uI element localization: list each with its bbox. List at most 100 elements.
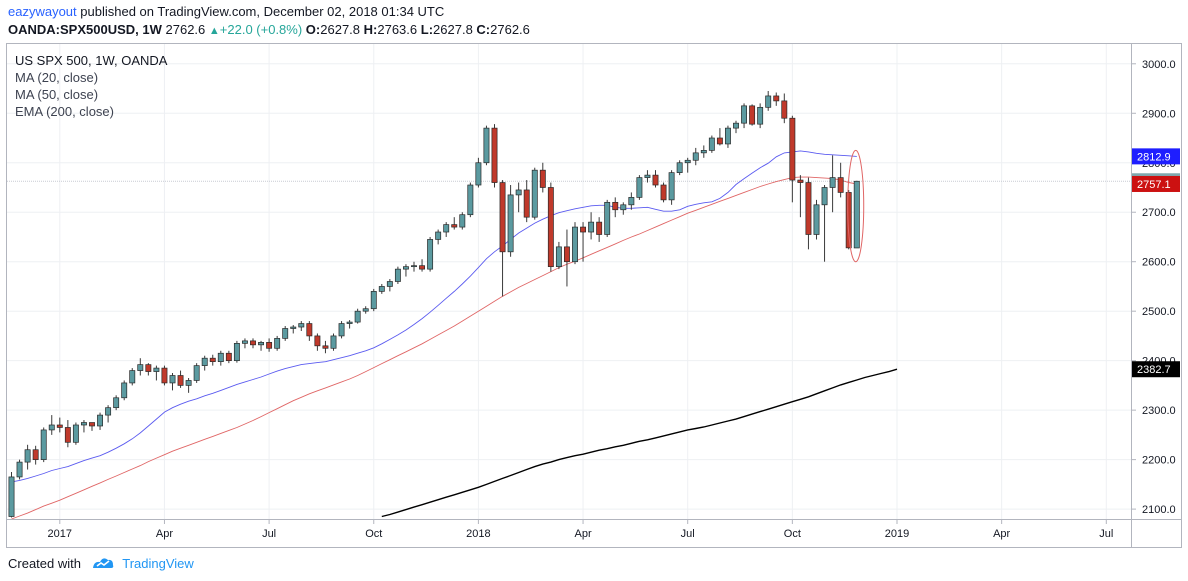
candle[interactable] [797, 175, 804, 218]
candle[interactable] [242, 338, 248, 349]
candle[interactable] [483, 125, 490, 166]
candle[interactable] [290, 325, 297, 334]
candle[interactable] [48, 415, 55, 435]
candle[interactable] [829, 155, 836, 213]
candle[interactable] [322, 340, 329, 354]
candle[interactable] [708, 135, 715, 153]
candle[interactable] [805, 177, 812, 250]
candle[interactable] [306, 321, 313, 341]
candle[interactable] [97, 412, 103, 430]
author-link[interactable]: eazywayout [8, 4, 77, 19]
candle[interactable] [547, 182, 554, 272]
candle[interactable] [193, 363, 200, 383]
candle[interactable] [121, 380, 128, 401]
candle[interactable] [749, 104, 756, 126]
candle[interactable] [370, 288, 377, 312]
candle[interactable] [233, 340, 240, 363]
candle[interactable] [105, 405, 112, 423]
candle[interactable] [700, 145, 707, 158]
candle[interactable] [733, 120, 739, 134]
candle[interactable] [40, 427, 47, 463]
candle[interactable] [789, 115, 796, 203]
candle[interactable] [596, 217, 603, 242]
candle[interactable] [217, 350, 224, 366]
candle[interactable] [258, 340, 265, 351]
candle[interactable] [266, 338, 273, 352]
candle[interactable] [821, 185, 828, 262]
candle[interactable] [628, 192, 635, 210]
candle[interactable] [716, 128, 723, 146]
candle[interactable] [89, 422, 95, 431]
candle[interactable] [378, 283, 385, 294]
candle[interactable] [853, 180, 860, 249]
candle[interactable] [330, 333, 337, 351]
candle[interactable] [539, 162, 546, 193]
candle[interactable] [137, 358, 144, 376]
candle[interactable] [72, 422, 79, 445]
candle[interactable] [644, 170, 651, 183]
candle[interactable] [668, 170, 675, 205]
candle[interactable] [813, 199, 820, 240]
candle[interactable] [555, 241, 562, 270]
candle[interactable] [636, 175, 643, 200]
candle[interactable] [250, 338, 256, 349]
candle[interactable] [467, 182, 474, 218]
candle[interactable] [451, 217, 458, 230]
candle[interactable] [419, 259, 426, 272]
candle[interactable] [531, 167, 538, 220]
candle[interactable] [314, 333, 321, 351]
candle[interactable] [209, 354, 216, 366]
candle[interactable] [177, 370, 184, 388]
candle[interactable] [724, 125, 731, 148]
candle[interactable] [572, 222, 578, 265]
candle[interactable] [16, 459, 23, 480]
candle[interactable] [362, 306, 369, 314]
candle[interactable] [563, 229, 570, 287]
candle[interactable] [394, 266, 401, 284]
candle[interactable] [684, 157, 691, 173]
candle[interactable] [757, 103, 764, 129]
candle[interactable] [129, 368, 136, 386]
candle[interactable] [435, 229, 442, 245]
candle[interactable] [56, 417, 63, 433]
candle[interactable] [515, 182, 522, 213]
candle[interactable] [692, 147, 699, 166]
candle[interactable] [765, 91, 772, 111]
candle[interactable] [64, 420, 71, 448]
candle[interactable] [620, 202, 627, 215]
tradingview-logo-icon[interactable] [91, 556, 115, 573]
candle[interactable] [145, 363, 152, 376]
candle[interactable] [8, 471, 15, 518]
candle[interactable] [604, 199, 611, 237]
candle[interactable] [459, 212, 466, 230]
candle[interactable] [185, 377, 192, 393]
candle[interactable] [169, 373, 176, 391]
candle[interactable] [443, 222, 450, 237]
candle[interactable] [507, 185, 514, 257]
candle[interactable] [837, 162, 844, 198]
candle[interactable] [354, 308, 361, 324]
candle[interactable] [386, 279, 393, 292]
candle[interactable] [403, 264, 409, 277]
candle[interactable] [676, 160, 683, 176]
candle[interactable] [113, 395, 120, 411]
tradingview-brand[interactable]: TradingView [122, 556, 194, 571]
candle[interactable] [338, 321, 345, 339]
candle[interactable] [741, 103, 748, 129]
candle[interactable] [282, 326, 289, 341]
candle[interactable] [153, 365, 160, 381]
candle[interactable] [80, 420, 87, 433]
candle[interactable] [346, 320, 353, 329]
candle[interactable] [845, 189, 852, 250]
candle[interactable] [499, 180, 506, 297]
candle[interactable] [201, 355, 208, 371]
candle[interactable] [225, 350, 232, 364]
candle[interactable] [161, 365, 168, 386]
candle[interactable] [298, 321, 305, 331]
candle[interactable] [475, 157, 482, 188]
legend-ema200[interactable]: EMA (200, close) [15, 104, 114, 119]
candle[interactable] [612, 197, 619, 218]
candle[interactable] [781, 93, 788, 124]
candle[interactable] [580, 222, 587, 262]
